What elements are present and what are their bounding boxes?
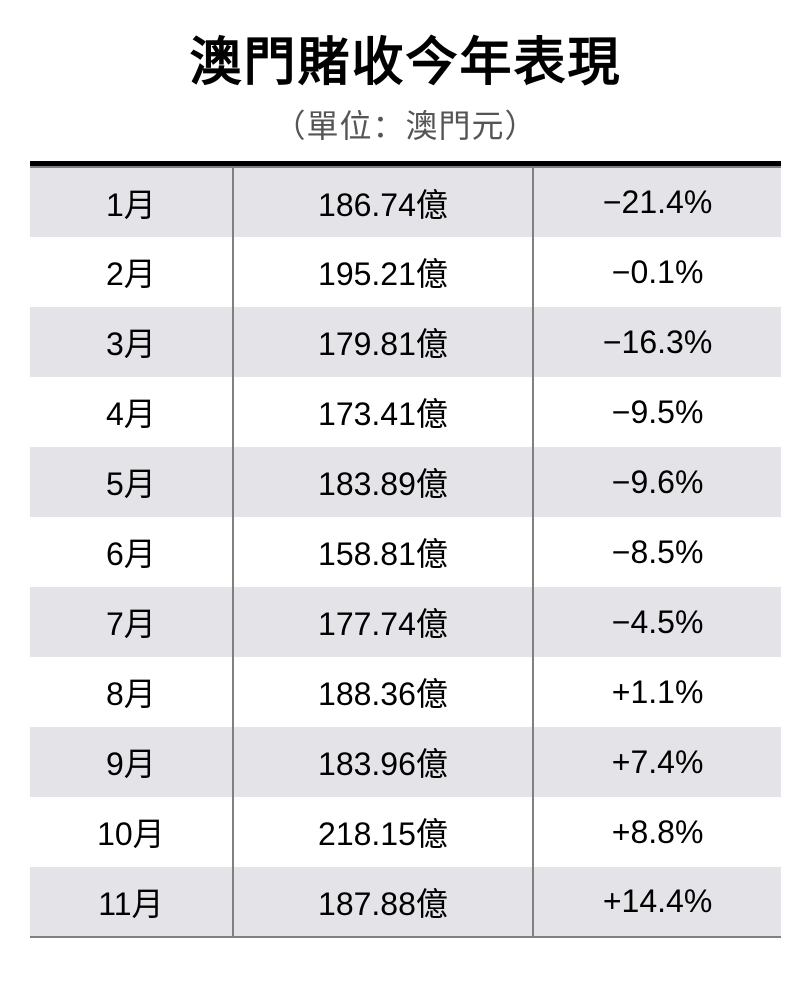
cell-value: 218.15億: [233, 797, 533, 867]
cell-pct: +1.1%: [533, 657, 781, 727]
cell-month: 4月: [30, 377, 233, 447]
table-row: 8月188.36億+1.1%: [30, 657, 781, 727]
page-subtitle: （單位：澳門元）: [30, 101, 781, 147]
table-row: 1月186.74億−21.4%: [30, 167, 781, 237]
table-row: 2月195.21億−0.1%: [30, 237, 781, 307]
table-row: 3月179.81億−16.3%: [30, 307, 781, 377]
table-row: 5月183.89億−9.6%: [30, 447, 781, 517]
cell-month: 8月: [30, 657, 233, 727]
cell-pct: +7.4%: [533, 727, 781, 797]
cell-month: 3月: [30, 307, 233, 377]
cell-pct: −0.1%: [533, 237, 781, 307]
cell-pct: −4.5%: [533, 587, 781, 657]
cell-month: 7月: [30, 587, 233, 657]
revenue-table: 1月186.74億−21.4%2月195.21億−0.1%3月179.81億−1…: [30, 161, 781, 938]
table-row: 10月218.15億+8.8%: [30, 797, 781, 867]
cell-value: 177.74億: [233, 587, 533, 657]
cell-value: 187.88億: [233, 867, 533, 937]
cell-pct: −9.5%: [533, 377, 781, 447]
cell-month: 10月: [30, 797, 233, 867]
page-title: 澳門賭收今年表現: [30, 20, 781, 95]
cell-value: 183.89億: [233, 447, 533, 517]
cell-month: 2月: [30, 237, 233, 307]
table-row: 4月173.41億−9.5%: [30, 377, 781, 447]
table-row: 9月183.96億+7.4%: [30, 727, 781, 797]
table-row: 11月187.88億+14.4%: [30, 867, 781, 937]
cell-month: 9月: [30, 727, 233, 797]
cell-pct: −16.3%: [533, 307, 781, 377]
cell-pct: −21.4%: [533, 167, 781, 237]
cell-pct: +8.8%: [533, 797, 781, 867]
cell-pct: +14.4%: [533, 867, 781, 937]
cell-month: 11月: [30, 867, 233, 937]
cell-value: 195.21億: [233, 237, 533, 307]
cell-value: 183.96億: [233, 727, 533, 797]
cell-value: 173.41億: [233, 377, 533, 447]
cell-month: 1月: [30, 167, 233, 237]
table-row: 6月158.81億−8.5%: [30, 517, 781, 587]
cell-month: 6月: [30, 517, 233, 587]
cell-month: 5月: [30, 447, 233, 517]
table-body: 1月186.74億−21.4%2月195.21億−0.1%3月179.81億−1…: [30, 167, 781, 937]
cell-pct: −8.5%: [533, 517, 781, 587]
cell-value: 186.74億: [233, 167, 533, 237]
cell-pct: −9.6%: [533, 447, 781, 517]
cell-value: 188.36億: [233, 657, 533, 727]
cell-value: 158.81億: [233, 517, 533, 587]
table-row: 7月177.74億−4.5%: [30, 587, 781, 657]
cell-value: 179.81億: [233, 307, 533, 377]
